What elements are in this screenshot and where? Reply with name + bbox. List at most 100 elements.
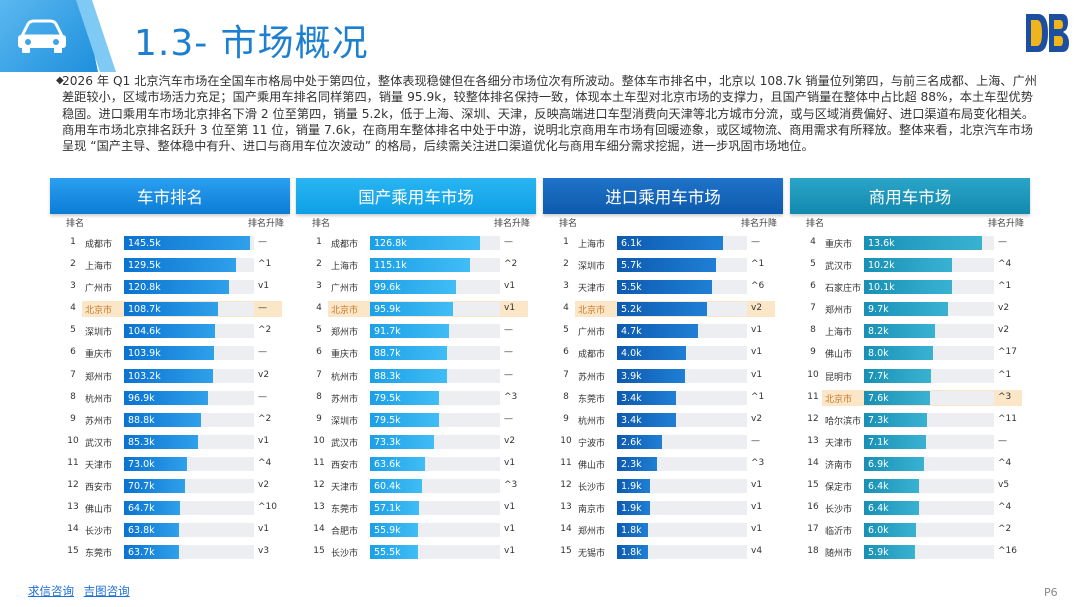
- table-row: 13 佛山市 64.7k ^10: [50, 497, 290, 519]
- rank-number: 10: [67, 435, 79, 446]
- city-name: 天津市: [825, 438, 853, 449]
- footer-link-jitu[interactable]: 吉图咨询: [83, 584, 130, 598]
- rank-number: 10: [313, 435, 325, 446]
- panel-imported-passenger: 进口乘用车市场 排名 排名升降 1 上海市 6.1k — 2 深圳市 5.7k ^1 3 天津市 5.5k…: [543, 178, 783, 568]
- table-row: 1 成都市 145.5k —: [50, 232, 290, 254]
- rank-change: ^1: [998, 369, 1012, 380]
- table-row: 3 天津市 5.5k ^6: [543, 276, 783, 298]
- footer-link-qiuxin[interactable]: 求信咨询: [28, 584, 74, 598]
- rank-number: 1: [316, 237, 322, 247]
- table-row: 1 上海市 6.1k —: [543, 232, 783, 254]
- city-name: 重庆市: [825, 240, 853, 250]
- sales-bar: 8.0k: [864, 346, 934, 361]
- sales-value: 6.4k: [868, 481, 889, 493]
- rank-number: 14: [560, 524, 572, 535]
- rank-number: 4: [70, 303, 76, 314]
- rank-change: —: [504, 237, 513, 247]
- sales-value: 88.3k: [374, 370, 401, 382]
- sales-bar: 85.3k: [124, 434, 198, 449]
- table-row: 2 上海市 129.5k ^1: [50, 254, 290, 276]
- bar-track: 99.6k: [370, 280, 500, 295]
- rank-number: 8: [70, 391, 76, 402]
- city-name: 深圳市: [331, 416, 359, 427]
- city-name: 哈尔滨市: [825, 416, 862, 427]
- sales-value: 8.0k: [868, 348, 889, 360]
- city-name: 长沙市: [85, 527, 113, 538]
- intro-paragraph: 2026 年 Q1 北京汽车市场在全国车市格局中处于第四位，整体表现稳健但在各细…: [62, 74, 1037, 154]
- city-name: 广州市: [578, 328, 606, 339]
- sales-bar: 91.7k: [370, 324, 450, 339]
- bar-track: 7.7k: [864, 368, 994, 383]
- sales-value: 70.7k: [128, 481, 155, 493]
- bar-track: 103.9k: [124, 346, 254, 361]
- city-name: 佛山市: [825, 350, 853, 361]
- table-row: 8 苏州市 79.5k ^3: [296, 387, 536, 409]
- sales-value: 6.1k: [621, 238, 642, 249]
- rank-change: ^4: [998, 457, 1012, 468]
- city-name: 长沙市: [331, 549, 359, 560]
- rank-number: 16: [807, 502, 819, 513]
- sales-bar: 7.3k: [864, 412, 928, 427]
- rank-number: 7: [563, 369, 569, 380]
- rank-change: —: [258, 347, 267, 358]
- rank-change: —: [504, 325, 513, 336]
- sales-value: 10.1k: [868, 282, 895, 294]
- table-row: 8 杭州市 96.9k —: [50, 387, 290, 409]
- table-row: 18 随州市 5.9k ^16: [790, 541, 1030, 563]
- sales-bar: 70.7k: [124, 479, 186, 494]
- rank-change: ^1: [998, 281, 1012, 292]
- rank-change: v1: [504, 457, 516, 468]
- sales-bar: 6.4k: [864, 501, 920, 516]
- sales-value: 13.6k: [868, 238, 895, 249]
- bar-track: 108.7k: [124, 302, 254, 317]
- rank-change: v2: [751, 413, 763, 424]
- rank-number: 14: [67, 524, 79, 535]
- city-name: 武汉市: [85, 438, 113, 449]
- col-rank-header: 排名: [66, 219, 85, 229]
- city-name: 广州市: [85, 284, 113, 295]
- rank-change: ^2: [258, 325, 272, 336]
- rank-number: 7: [810, 303, 816, 314]
- sales-value: 6.4k: [868, 503, 889, 515]
- rank-number: 2: [70, 259, 76, 270]
- bar-track: 64.7k: [124, 501, 254, 516]
- rank-number: 9: [810, 347, 816, 358]
- table-row: 9 深圳市 79.5k —: [296, 409, 536, 431]
- sales-bar: 6.0k: [864, 523, 916, 538]
- table-row: 3 广州市 99.6k v1: [296, 276, 536, 298]
- sales-value: 126.8k: [374, 238, 407, 249]
- table-row: 16 长沙市 6.4k ^4: [790, 497, 1030, 519]
- rank-change: —: [258, 237, 267, 247]
- sales-bar: 3.4k: [617, 412, 676, 427]
- sales-value: 7.7k: [868, 370, 889, 382]
- sales-value: 79.5k: [374, 414, 401, 426]
- bar-track: 6.0k: [864, 523, 994, 538]
- table-row: 8 东莞市 3.4k ^1: [543, 387, 783, 409]
- city-name: 北京市: [825, 394, 853, 405]
- rank-number: 2: [563, 259, 569, 270]
- bar-track: 79.5k: [370, 390, 500, 405]
- rank-number: 2: [316, 259, 322, 270]
- sales-bar: 7.1k: [864, 434, 926, 449]
- column-headers: 排名 排名升降: [543, 216, 783, 230]
- city-name: 东莞市: [331, 505, 359, 516]
- rank-change: ^4: [998, 502, 1012, 513]
- sales-value: 63.7k: [128, 547, 155, 559]
- table-row: 13 南京市 1.9k v1: [543, 497, 783, 519]
- sales-value: 1.9k: [621, 481, 642, 493]
- bar-track: 85.3k: [124, 434, 254, 449]
- bar-track: 63.8k: [124, 523, 254, 538]
- column-headers: 排名 排名升降: [296, 216, 536, 230]
- rank-number: 1: [70, 237, 76, 247]
- rank-number: 13: [67, 502, 79, 513]
- bar-track: 79.5k: [370, 412, 500, 427]
- bar-track: 57.1k: [370, 501, 500, 516]
- rank-change: ^16: [998, 546, 1017, 557]
- sales-bar: 6.9k: [864, 456, 924, 471]
- bar-track: 126.8k: [370, 236, 500, 250]
- sales-value: 55.5k: [374, 547, 401, 559]
- city-name: 郑州市: [331, 328, 359, 339]
- city-name: 上海市: [331, 262, 359, 273]
- col-change-header: 排名升降: [740, 219, 777, 229]
- rank-change: v1: [751, 480, 763, 491]
